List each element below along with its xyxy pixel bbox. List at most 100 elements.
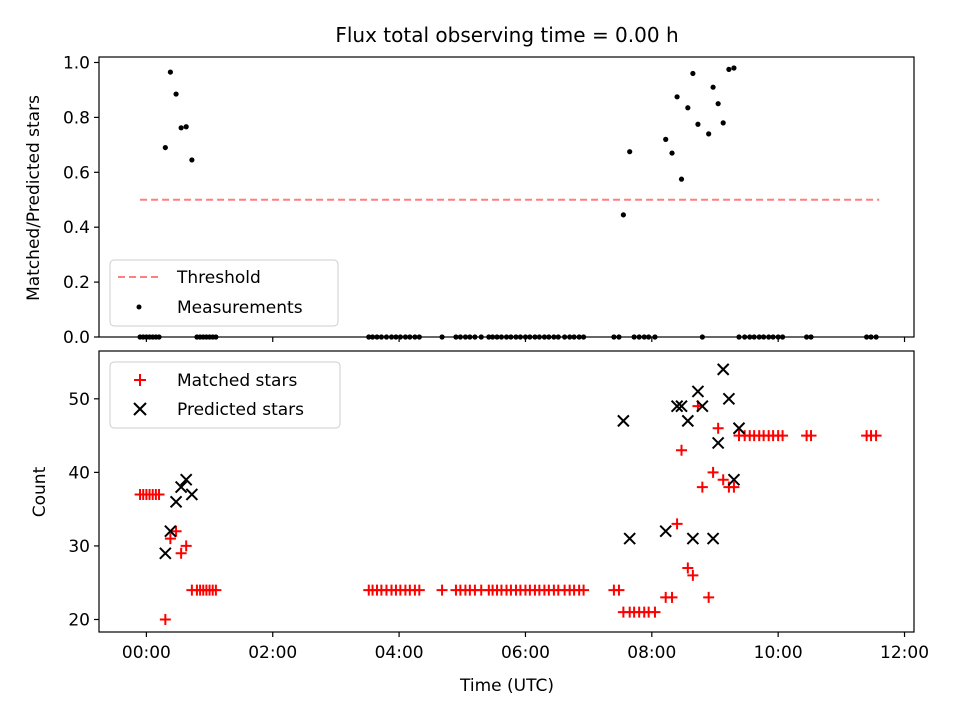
measurement-point (678, 176, 685, 182)
measurement-point (620, 212, 626, 218)
measurement-point (710, 84, 716, 90)
predicted-point (164, 525, 177, 538)
legend-predicted-swatch (133, 402, 147, 416)
measurement-point (726, 66, 732, 72)
predicted-point (696, 399, 709, 413)
predicted-point (659, 525, 672, 538)
top-legend-box (109, 259, 339, 327)
measurement-point (695, 121, 701, 127)
matched-point (870, 430, 882, 442)
matched-point (712, 422, 724, 434)
measurement-point (183, 124, 189, 130)
predicted-point (617, 414, 630, 428)
bottom-y-tick-label: 20 (68, 610, 90, 630)
matched-point (180, 540, 192, 552)
measurement-point (674, 94, 680, 100)
matched-point (413, 584, 425, 596)
bottom-x-tick-label: 08:00 (627, 643, 676, 663)
bottom-legend: Matched stars Predicted stars (109, 361, 341, 429)
figure-title: Flux total observing time = 0.00 h (335, 23, 678, 47)
legend-predicted-label: Predicted stars (177, 400, 304, 420)
matched-point (805, 430, 817, 442)
top-y-tick-label: 1.0 (63, 53, 90, 73)
matched-point (671, 518, 683, 530)
bottom-legend-box (109, 361, 341, 429)
measurement-point (663, 136, 669, 142)
top-y-tick-label: 0.6 (63, 163, 90, 183)
legend-measurements-label: Measurements (177, 298, 303, 318)
matched-point (578, 584, 590, 596)
measurement-point (720, 120, 726, 126)
predicted-point (686, 532, 700, 545)
matched-point (717, 474, 729, 486)
predicted-point (670, 399, 684, 413)
top-y-tick-label: 0.8 (63, 108, 90, 128)
bottom-ylabel: Count (30, 466, 50, 517)
measurement-point (178, 125, 184, 131)
measurement-point (669, 150, 675, 156)
measurement-point (627, 149, 633, 155)
predicted-point (722, 392, 736, 406)
measurement-point (189, 157, 195, 163)
legend-measurements-swatch (136, 304, 142, 310)
matched-point (676, 444, 688, 456)
measurement-point (715, 101, 721, 107)
matched-point (682, 562, 694, 574)
bottom-y-tick-label: 50 (68, 390, 90, 410)
top-y-tick-label: 0.0 (63, 328, 90, 348)
predicted-point (711, 436, 725, 450)
legend-matched-label: Matched stars (177, 371, 297, 391)
bottom-axes-frame (98, 350, 915, 633)
top-panel: Matched/Predicted stars 0.0 0.2 0.4 0.6 0.8 1… (24, 53, 915, 348)
matched-point (175, 547, 187, 559)
bottom-y-tick-label: 30 (68, 537, 90, 557)
matched-point (436, 584, 448, 596)
bottom-series-matched-stars (134, 400, 882, 625)
bottom-panel: Count 00:00 02:00 04:00 06:00 08:00 10:00 12:0… (30, 350, 929, 696)
bottom-series-predicted-stars (159, 363, 746, 560)
predicted-point (174, 480, 188, 494)
bottom-y-tick-label: 40 (68, 463, 90, 483)
top-y-tick-label: 0.4 (63, 218, 90, 238)
measurement-point (731, 65, 737, 71)
top-plot-area: 0.0 0.2 0.4 0.6 0.8 1.0 (63, 53, 915, 348)
matched-point (153, 488, 165, 500)
bottom-x-tick-label: 04:00 (375, 643, 424, 663)
matched-point (170, 525, 182, 537)
top-y-tick-label: 0.2 (63, 273, 90, 293)
predicted-point (179, 473, 193, 486)
predicted-point (716, 363, 730, 376)
predicted-point (706, 532, 720, 545)
matched-point (687, 569, 699, 581)
measurement-point (167, 69, 173, 75)
matched-point (777, 430, 789, 442)
predicted-point (185, 488, 199, 501)
predicted-point (159, 547, 172, 560)
bottom-x-tick-label: 02:00 (248, 643, 297, 663)
predicted-point (732, 422, 746, 435)
matched-point (159, 613, 171, 625)
bottom-x-tick-label: 00:00 (122, 643, 171, 663)
bottom-x-tick-label: 10:00 (754, 643, 803, 663)
bottom-plot-area: 00:00 02:00 04:00 06:00 08:00 10:00 12:00 20 30 4… (68, 350, 929, 663)
predicted-point (675, 399, 688, 413)
measurement-point (690, 70, 696, 77)
legend-threshold-label: Threshold (176, 268, 261, 288)
predicted-point (727, 473, 741, 486)
matched-point (696, 481, 708, 493)
measurement-point (173, 91, 179, 97)
predicted-point (169, 495, 183, 509)
top-legend: Threshold Measurements (109, 259, 339, 327)
predicted-point (681, 414, 695, 428)
x-axis-label: Time (UTC) (459, 676, 554, 696)
predicted-point (691, 385, 705, 398)
top-axes-frame (98, 56, 915, 338)
measurement-point (162, 144, 168, 151)
matched-point (210, 584, 222, 596)
bottom-x-tick-label: 06:00 (501, 643, 550, 663)
matched-point (728, 481, 740, 493)
predicted-point (623, 532, 636, 545)
bottom-x-tick-label: 12:00 (880, 643, 929, 663)
